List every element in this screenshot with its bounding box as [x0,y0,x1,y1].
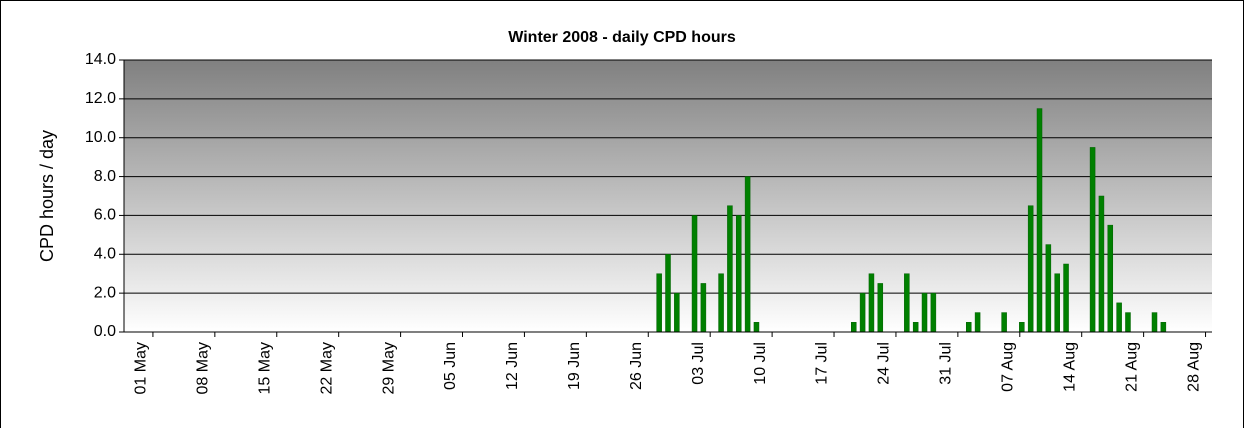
bar [1001,312,1007,333]
bar [744,176,751,333]
bar [718,273,724,333]
y-tick-label: 8.0 [94,168,116,185]
bar [700,283,707,333]
x-tick-label: 29 May [380,342,397,394]
bar [912,322,919,333]
x-tick-label: 19 Jun [566,342,583,390]
y-tick-label: 14.0 [85,51,116,68]
bar [1054,273,1060,333]
bar [674,292,680,333]
bar [1107,224,1114,333]
bar [1036,108,1043,333]
x-tick-label: 22 May [318,342,335,394]
bar [1160,322,1167,333]
bar [1045,244,1052,333]
bar [1063,263,1069,333]
y-tick-label: 6.0 [94,207,116,224]
bar [930,292,937,333]
x-tick-label: 07 Aug [1000,342,1017,392]
bar [1116,302,1122,333]
y-tick-label: 2.0 [94,284,116,301]
bar [1089,147,1096,333]
x-tick-label: 31 Jul [938,342,955,385]
bar [1027,205,1034,333]
bar [665,254,671,333]
x-tick-label: 03 Jul [690,342,707,385]
bar [859,292,866,333]
bar [965,322,972,333]
x-tick-label: 26 Jun [628,342,645,390]
bar [1125,312,1131,333]
y-tick-label: 12.0 [85,90,116,107]
bar [868,273,875,333]
bar [1151,312,1158,333]
x-tick-label: 12 Jun [504,342,521,390]
bar [753,322,760,333]
x-tick-label: 21 Aug [1123,342,1140,392]
x-tick-label: 17 Jul [814,342,831,385]
x-tick-label: 01 May [133,342,150,394]
x-tick-label: 08 May [195,342,212,394]
bar [904,273,910,333]
chart-title: Winter 2008 - daily CPD hours [508,29,736,46]
x-tick-label: 28 Aug [1185,342,1202,392]
bar [851,322,857,333]
bar [1098,195,1105,333]
y-tick-label: 10.0 [85,129,116,146]
bar [736,215,742,333]
bar [877,283,884,333]
bar [974,312,981,333]
bar [691,215,698,333]
y-axis-label: CPD hours / day [37,130,57,262]
bar [921,292,928,333]
bar [727,205,733,333]
y-tick-label: 0.0 [94,323,116,340]
x-tick-label: 15 May [256,342,273,394]
x-tick-label: 05 Jun [442,342,459,390]
y-tick-label: 4.0 [94,246,116,263]
bar [656,273,662,333]
x-tick-label: 10 Jul [752,342,769,385]
bar [1019,322,1025,333]
x-tick-label: 14 Aug [1061,342,1078,392]
x-tick-label: 24 Jul [876,342,893,385]
